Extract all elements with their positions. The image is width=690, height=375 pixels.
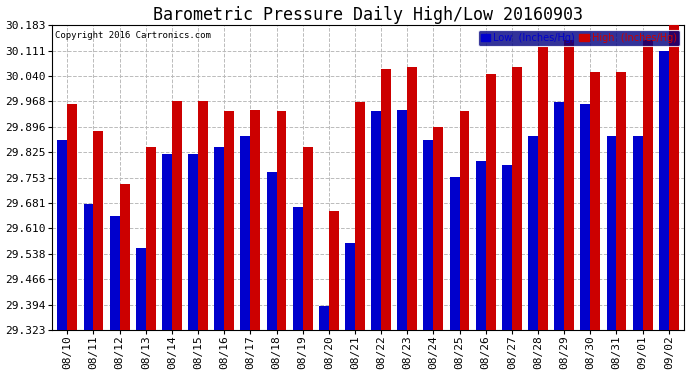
Bar: [277, 111, 286, 330]
Bar: [266, 172, 277, 330]
Bar: [188, 154, 198, 330]
Bar: [476, 161, 486, 330]
Bar: [642, 40, 653, 330]
Bar: [538, 48, 548, 330]
Bar: [659, 51, 669, 330]
Bar: [250, 110, 260, 330]
Bar: [607, 136, 616, 330]
Bar: [433, 127, 444, 330]
Bar: [486, 74, 495, 330]
Bar: [564, 40, 574, 330]
Title: Barometric Pressure Daily High/Low 20160903: Barometric Pressure Daily High/Low 20160…: [153, 6, 583, 24]
Text: Copyright 2016 Cartronics.com: Copyright 2016 Cartronics.com: [55, 31, 210, 40]
Bar: [460, 111, 469, 330]
Bar: [110, 216, 119, 330]
Bar: [580, 104, 591, 330]
Bar: [303, 147, 313, 330]
Bar: [57, 140, 68, 330]
Bar: [83, 204, 93, 330]
Bar: [345, 243, 355, 330]
Bar: [502, 165, 512, 330]
Bar: [381, 69, 391, 330]
Bar: [528, 136, 538, 330]
Bar: [172, 100, 182, 330]
Bar: [293, 207, 303, 330]
Bar: [371, 111, 381, 330]
Bar: [616, 72, 627, 330]
Bar: [93, 131, 104, 330]
Legend: Low  (Inches/Hg), High  (Inches/Hg): Low (Inches/Hg), High (Inches/Hg): [478, 30, 680, 46]
Bar: [669, 25, 679, 330]
Bar: [136, 248, 146, 330]
Bar: [240, 136, 250, 330]
Bar: [146, 147, 156, 330]
Bar: [591, 72, 600, 330]
Bar: [224, 111, 234, 330]
Bar: [633, 136, 642, 330]
Bar: [162, 154, 172, 330]
Bar: [512, 67, 522, 330]
Bar: [319, 306, 329, 330]
Bar: [355, 102, 365, 330]
Bar: [424, 140, 433, 330]
Bar: [450, 177, 460, 330]
Bar: [215, 147, 224, 330]
Bar: [68, 104, 77, 330]
Bar: [407, 67, 417, 330]
Bar: [554, 102, 564, 330]
Bar: [119, 184, 130, 330]
Bar: [198, 100, 208, 330]
Bar: [397, 110, 407, 330]
Bar: [329, 211, 339, 330]
